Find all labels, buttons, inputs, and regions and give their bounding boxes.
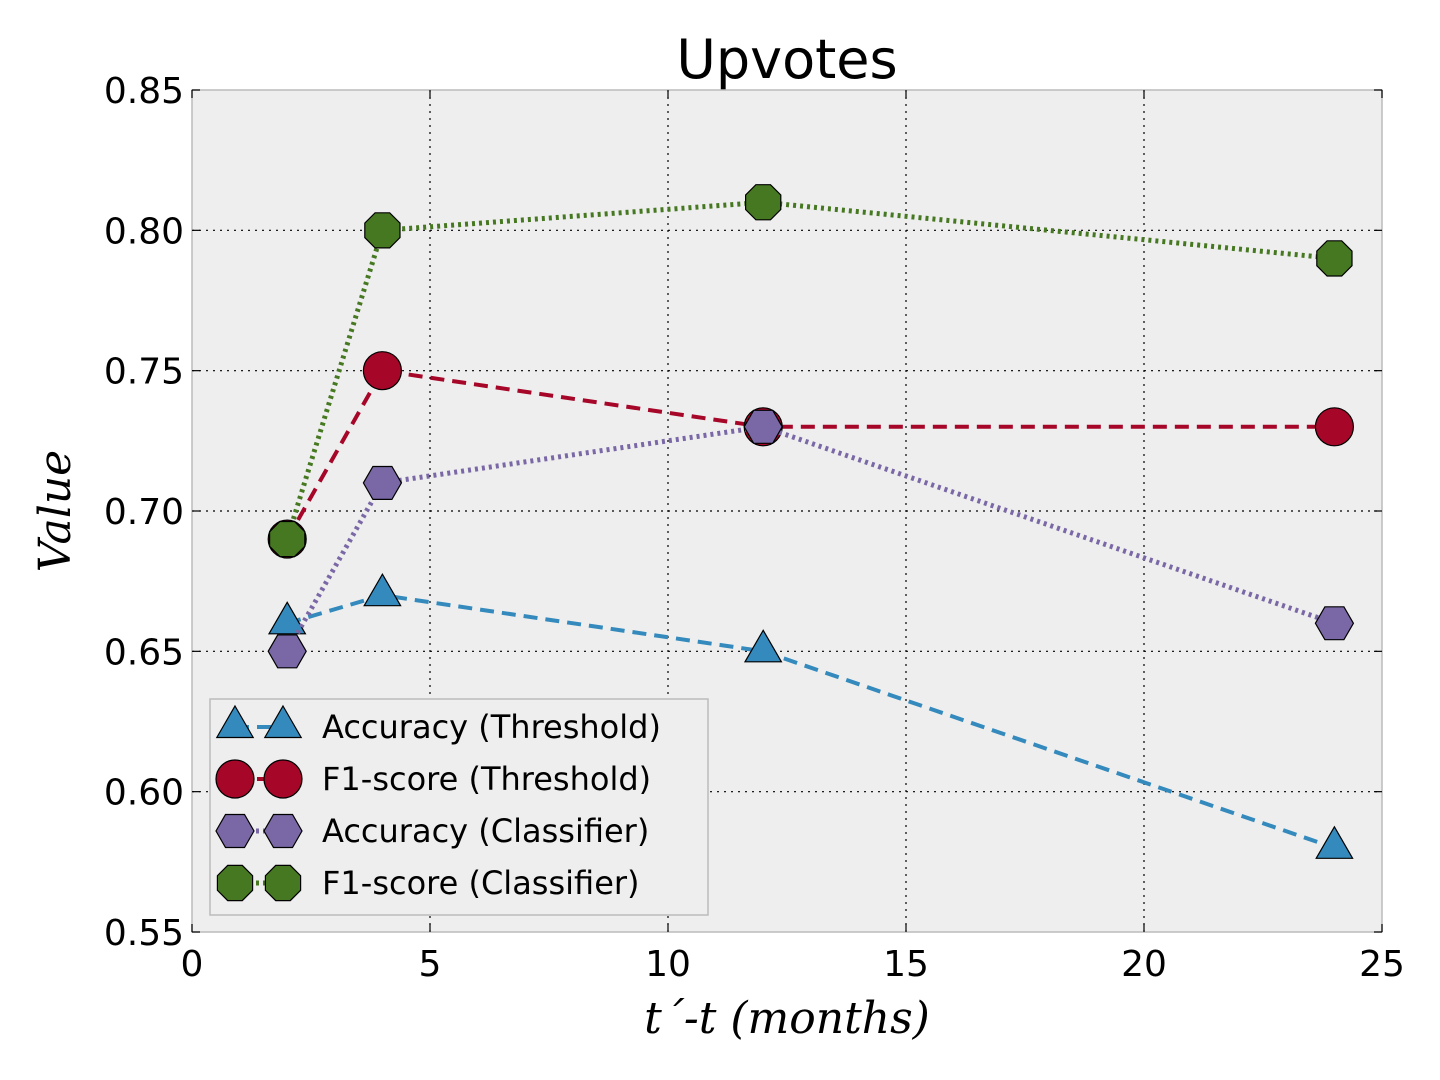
- legend-label: F1-score (Classifier): [322, 864, 640, 902]
- x-tick-label: 0: [181, 944, 204, 985]
- data-point: [743, 409, 783, 444]
- axis-ticks: 0 5 10 15 20 25 0.55 0.60 0.65 0.70 0.75 0.80 0.85: [104, 71, 1405, 985]
- series-line: [285, 368, 1335, 541]
- y-tick-label: 0.55: [104, 913, 184, 954]
- data-point: [1314, 407, 1355, 447]
- data-point: [267, 634, 307, 669]
- legend-marker: [264, 864, 302, 902]
- data-point: [744, 184, 782, 221]
- series-line: [284, 199, 1335, 540]
- x-tick-label: 20: [1121, 944, 1167, 985]
- data-point: [1315, 825, 1354, 859]
- legend: Accuracy (Threshold) F1-score (Threshold)…: [209, 698, 709, 916]
- x-axis-label: t´-t (months): [644, 993, 930, 1044]
- y-tick-label: 0.60: [104, 773, 184, 814]
- legend-marker: [215, 704, 255, 739]
- data-point: [364, 212, 401, 249]
- legend-marker: [216, 864, 254, 902]
- legend-marker: [263, 813, 303, 849]
- data-point: [743, 629, 783, 663]
- data-point: [267, 601, 307, 635]
- y-tick-label: 0.80: [104, 211, 184, 252]
- grid-lines: [192, 90, 1382, 932]
- data-point: [1314, 606, 1355, 641]
- chart-title: Upvotes: [676, 28, 897, 91]
- y-tick-label: 0.70: [104, 492, 184, 533]
- x-tick-label: 10: [645, 944, 691, 985]
- x-tick-label: 5: [419, 944, 442, 985]
- data-point: [362, 351, 402, 391]
- legend-marker: [215, 813, 255, 849]
- y-tick-label: 0.85: [104, 71, 184, 112]
- y-tick-label: 0.65: [104, 632, 184, 673]
- data-point: [363, 573, 402, 607]
- data-series: [267, 184, 1355, 859]
- data-point: [362, 465, 403, 500]
- x-tick-label: 25: [1359, 944, 1405, 985]
- data-point: [1316, 240, 1353, 277]
- series-1: [267, 573, 1354, 859]
- legend-label: Accuracy (Threshold): [322, 708, 661, 746]
- series-line: [285, 424, 1336, 653]
- legend-marker: [263, 704, 303, 739]
- y-axis-label: Value: [30, 450, 81, 572]
- legend-label: Accuracy (Classifier): [322, 812, 649, 850]
- x-tick-label: 15: [883, 944, 929, 985]
- legend-label: F1-score (Threshold): [322, 760, 651, 798]
- data-point: [269, 520, 306, 558]
- legend-marker: [215, 759, 255, 799]
- series-4: [269, 184, 1353, 558]
- y-tick-label: 0.75: [104, 352, 184, 393]
- series-3: [267, 409, 1355, 669]
- series-line: [286, 593, 1336, 850]
- legend-marker: [263, 759, 303, 799]
